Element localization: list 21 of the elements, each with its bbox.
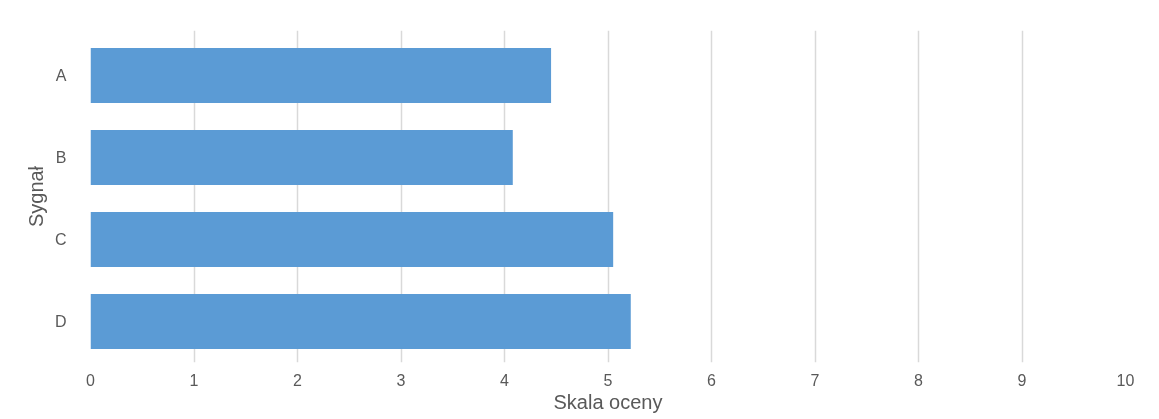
bar (90, 48, 552, 104)
x-tick-label: 4 (500, 371, 510, 389)
x-tick-label: 8 (914, 371, 924, 389)
x-tick-label: 0 (86, 371, 96, 389)
y-tick-label: D (54, 313, 67, 331)
x-tick-label: 10 (1116, 371, 1135, 389)
x-tick-label: 5 (603, 371, 613, 389)
x-tick-label: 7 (810, 371, 820, 389)
y-tick-label: A (55, 67, 67, 85)
x-tick-label: 1 (189, 371, 199, 389)
x-tick-label: 3 (396, 371, 406, 389)
x-tick-label: 2 (293, 371, 303, 389)
y-tick-label: C (54, 231, 67, 249)
y-axis-title: Sygnał (24, 165, 47, 228)
x-tick-label: 9 (1017, 371, 1027, 389)
y-tick-label: B (55, 149, 67, 167)
bar (90, 130, 513, 186)
x-axis-title: Skala oceny (553, 390, 663, 413)
x-tick-label: 6 (707, 371, 717, 389)
bar (90, 294, 631, 349)
bar (90, 212, 614, 267)
